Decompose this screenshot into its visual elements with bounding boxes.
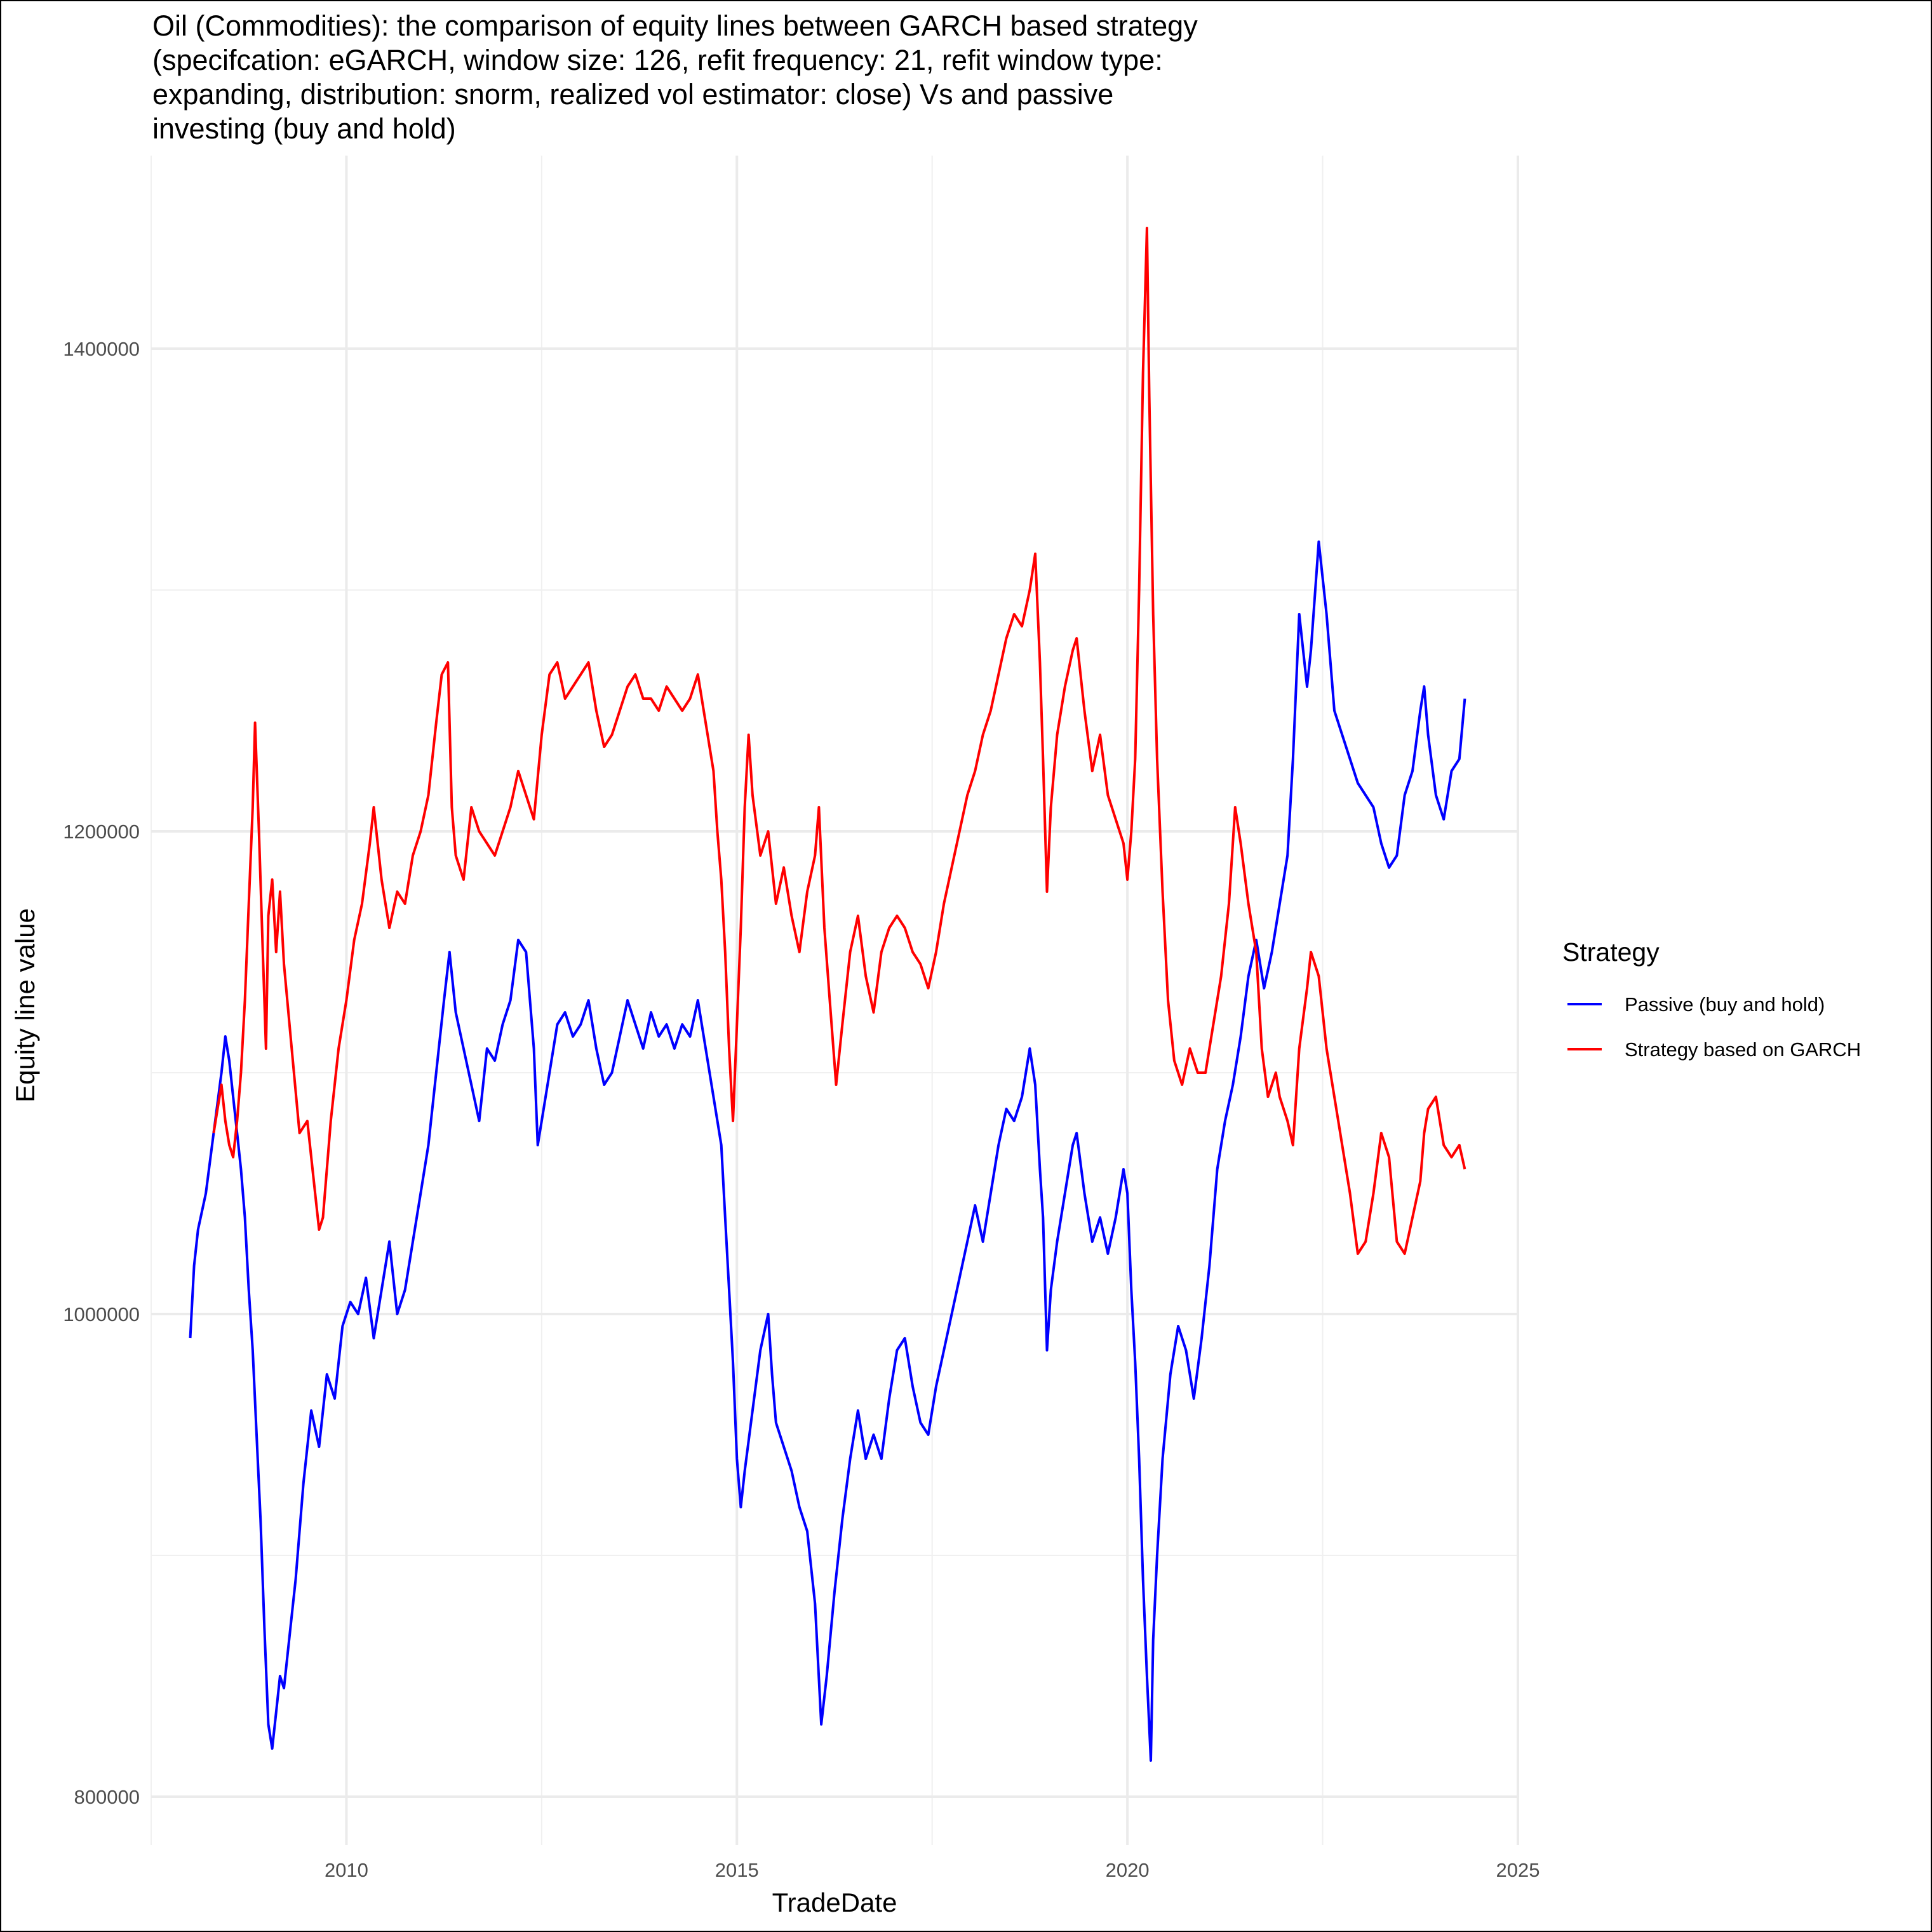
legend-title: Strategy xyxy=(1562,937,1660,967)
series-line-passive xyxy=(189,540,1466,1762)
y-tick-label: 1200000 xyxy=(63,821,140,843)
series-line-garch xyxy=(212,227,1466,1255)
x-axis-ticks: 2010 2015 2020 2025 xyxy=(325,1859,1540,1881)
chart-title-line-2: (specifcation: eGARCH, window size: 126,… xyxy=(152,44,1163,76)
chart-title: Oil (Commodities): the comparison of equ… xyxy=(152,9,1423,146)
x-tick-label: 2010 xyxy=(325,1859,368,1881)
chart-title-line-4: investing (buy and hold) xyxy=(152,112,456,145)
legend-label-passive: Passive (buy and hold) xyxy=(1625,993,1825,1016)
chart-title-line-1: Oil (Commodities): the comparison of equ… xyxy=(152,10,1198,42)
x-tick-label: 2020 xyxy=(1106,1859,1150,1881)
legend-label-garch: Strategy based on GARCH xyxy=(1625,1038,1861,1061)
legend: Strategy Passive (buy and hold) Strategy… xyxy=(1562,937,1861,1061)
x-tick-label: 2025 xyxy=(1496,1859,1540,1881)
chart-title-line-3: expanding, distribution: snorm, realized… xyxy=(152,78,1114,111)
y-tick-label: 1400000 xyxy=(63,338,140,360)
y-axis-title: Equity line value xyxy=(10,908,40,1103)
series-layer xyxy=(189,227,1466,1762)
y-tick-label: 800000 xyxy=(74,1786,140,1808)
y-tick-label: 1000000 xyxy=(63,1303,140,1325)
y-axis-ticks: 800000 1000000 1200000 1400000 xyxy=(63,338,140,1808)
x-axis-title: TradeDate xyxy=(772,1888,897,1917)
x-tick-label: 2015 xyxy=(715,1859,759,1881)
